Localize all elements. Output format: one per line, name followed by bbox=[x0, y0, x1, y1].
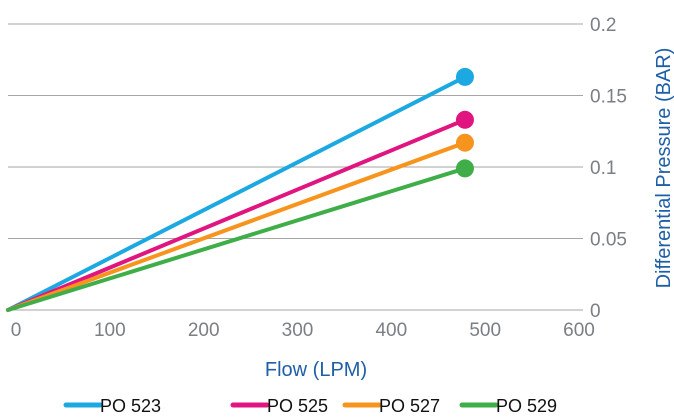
x-axis-title: Flow (LPM) bbox=[265, 359, 367, 381]
x-tick-label: 400 bbox=[375, 320, 407, 341]
y-tick-label: 0 bbox=[590, 301, 601, 322]
legend-label: PO 523 bbox=[100, 396, 161, 416]
y-tick-label: 0.1 bbox=[590, 158, 616, 179]
y-tick-labels: 0 0.05 0.1 0.15 0.2 bbox=[590, 15, 627, 322]
legend-label: PO 527 bbox=[379, 396, 440, 416]
x-tick-labels: 0 100 200 300 400 500 600 bbox=[11, 320, 595, 341]
series-end-marker bbox=[455, 67, 474, 86]
y-tick-label: 0.2 bbox=[590, 15, 616, 36]
x-tick-label: 500 bbox=[469, 320, 501, 341]
series-end-marker bbox=[455, 159, 474, 178]
series-line bbox=[6, 140, 467, 312]
gridlines bbox=[8, 23, 583, 311]
y-axis-title: Differential Pressure (BAR) bbox=[653, 48, 674, 289]
legend: PO 523 PO 525 PO 527 PO 529 bbox=[63, 396, 557, 416]
legend-label: PO 529 bbox=[496, 396, 557, 416]
legend-label: PO 525 bbox=[267, 396, 328, 416]
series-line bbox=[6, 74, 467, 312]
x-tick-label: 600 bbox=[563, 320, 595, 341]
x-tick-label: 300 bbox=[282, 320, 314, 341]
y-tick-label: 0.05 bbox=[590, 230, 627, 251]
series-end-marker bbox=[455, 110, 474, 129]
y-tick-label: 0.15 bbox=[590, 87, 627, 108]
x-tick-label: 200 bbox=[188, 320, 220, 341]
series-line bbox=[6, 166, 467, 312]
series-lines bbox=[6, 67, 474, 312]
x-tick-label: 100 bbox=[94, 320, 126, 341]
series-line bbox=[6, 117, 467, 312]
x-tick-label: 0 bbox=[11, 320, 22, 341]
series-end-marker bbox=[455, 133, 474, 152]
